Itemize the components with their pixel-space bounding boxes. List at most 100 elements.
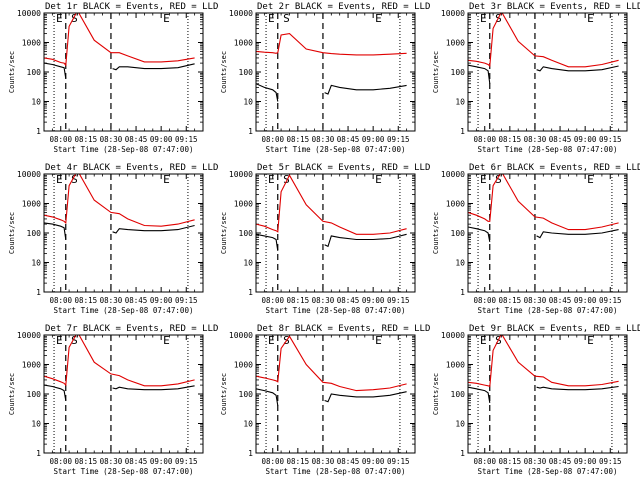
x-tick-label: 09:15 [387, 457, 410, 466]
y-tick-label: 1 [248, 127, 253, 136]
x-tick-label: 09:00 [150, 135, 173, 144]
x-axis-label: Start Time (28-Sep-08 07:47:00) [266, 467, 406, 476]
y-tick-label: 100 [451, 390, 466, 399]
y-tick-label: 1000 [22, 200, 41, 209]
y-tick-label: 10000 [441, 331, 465, 340]
event-marker-left: E [56, 173, 63, 186]
y-tick-label: 10000 [17, 170, 41, 179]
x-tick-label: 08:45 [549, 296, 572, 305]
y-tick-label: 1 [460, 449, 465, 458]
series-line-lld [44, 335, 195, 387]
x-tick-label: 08:00 [49, 457, 72, 466]
x-tick-label: 08:15 [287, 296, 310, 305]
series-line-lld [468, 335, 619, 388]
event-marker-mid: S [495, 173, 502, 186]
chart-panel-9: Det 9r BLACK = Events, RED = LLD Counts/s… [432, 324, 640, 476]
plot-frame [43, 334, 204, 454]
x-tick-label: 08:45 [549, 457, 572, 466]
x-tick-label: 08:00 [473, 457, 496, 466]
y-tick-label: 100 [239, 229, 254, 238]
y-tick-label: 1000 [234, 361, 253, 370]
x-tick-label: 08:30 [524, 135, 547, 144]
chart-title: Det 2r BLACK = Events, RED = LLD [257, 2, 430, 12]
x-tick-label: 08:45 [125, 135, 148, 144]
y-axis-label: Counts/sec [8, 212, 16, 254]
x-tick-label: 08:30 [100, 135, 123, 144]
series-line-events [468, 226, 619, 243]
chart-panel-8: Det 8r BLACK = Events, RED = LLD Counts/s… [220, 324, 430, 476]
x-tick-label: 08:30 [312, 296, 335, 305]
x-tick-label: 08:00 [261, 135, 284, 144]
x-tick-label: 08:15 [75, 296, 98, 305]
series-line-events [468, 64, 619, 84]
x-tick-label: 08:30 [100, 457, 123, 466]
y-tick-label: 10 [455, 98, 465, 107]
series-line-events [44, 384, 195, 401]
plot-frame [467, 173, 628, 293]
x-tick-label: 08:30 [100, 296, 123, 305]
y-tick-label: 1 [460, 127, 465, 136]
x-tick-label: 09:15 [387, 135, 410, 144]
chart-panel-3: Det 3r BLACK = Events, RED = LLD Counts/s… [432, 2, 640, 154]
event-marker-mid: S [71, 173, 78, 186]
y-tick-label: 10 [31, 259, 41, 268]
event-marker-mid: S [71, 12, 78, 25]
event-marker-right: E [375, 173, 382, 186]
y-tick-label: 10 [31, 420, 41, 429]
y-tick-label: 1000 [446, 361, 465, 370]
chart-title: Det 9r BLACK = Events, RED = LLD [469, 324, 640, 334]
plot-frame [43, 173, 204, 293]
x-tick-label: 08:30 [524, 457, 547, 466]
x-axis-label: Start Time (28-Sep-08 07:47:00) [478, 306, 618, 315]
x-tick-label: 08:45 [549, 135, 572, 144]
x-tick-label: 09:00 [362, 296, 385, 305]
event-marker-right: E [163, 12, 170, 25]
plot-frame [467, 334, 628, 454]
event-marker-mid: S [71, 334, 78, 347]
y-axis-label: Counts/sec [8, 373, 16, 415]
y-axis-label: Counts/sec [432, 373, 440, 415]
event-marker-left: E [56, 12, 63, 25]
y-tick-label: 10000 [229, 170, 253, 179]
y-tick-label: 1 [460, 288, 465, 297]
y-tick-label: 10000 [17, 9, 41, 18]
y-axis-label: Counts/sec [432, 51, 440, 93]
x-tick-label: 08:00 [49, 296, 72, 305]
x-tick-label: 09:15 [175, 296, 198, 305]
event-marker-left: E [56, 334, 63, 347]
y-tick-label: 100 [451, 229, 466, 238]
y-tick-label: 10000 [229, 331, 253, 340]
x-tick-label: 09:15 [175, 457, 198, 466]
y-tick-label: 10 [243, 98, 253, 107]
series-line-lld [468, 174, 619, 231]
event-marker-left: E [268, 334, 275, 347]
event-marker-left: E [480, 334, 487, 347]
y-tick-label: 100 [239, 390, 254, 399]
x-axis-label: Start Time (28-Sep-08 07:47:00) [266, 145, 406, 154]
y-tick-label: 10 [243, 420, 253, 429]
x-tick-label: 08:45 [125, 457, 148, 466]
y-axis-label: Counts/sec [220, 212, 228, 254]
x-tick-label: 09:15 [599, 135, 622, 144]
event-marker-mid: S [283, 12, 290, 25]
event-marker-right: E [375, 12, 382, 25]
series-line-events [256, 233, 407, 251]
event-marker-right: E [587, 12, 594, 25]
x-tick-label: 09:00 [574, 457, 597, 466]
y-tick-label: 10 [31, 98, 41, 107]
series-line-lld [468, 13, 619, 68]
chart-panel-1: Det 1r BLACK = Events, RED = LLD Counts/s… [8, 2, 218, 154]
x-tick-label: 08:45 [125, 296, 148, 305]
plot-frame [255, 334, 416, 454]
x-tick-label: 09:15 [599, 457, 622, 466]
y-tick-label: 1000 [446, 200, 465, 209]
chart-title: Det 4r BLACK = Events, RED = LLD [45, 163, 218, 173]
event-marker-right: E [163, 334, 170, 347]
x-tick-label: 08:45 [337, 135, 360, 144]
series-line-events [44, 222, 195, 240]
x-tick-label: 08:15 [287, 135, 310, 144]
series-line-lld [44, 13, 195, 67]
plot-frame [43, 12, 204, 132]
y-tick-label: 1 [36, 288, 41, 297]
